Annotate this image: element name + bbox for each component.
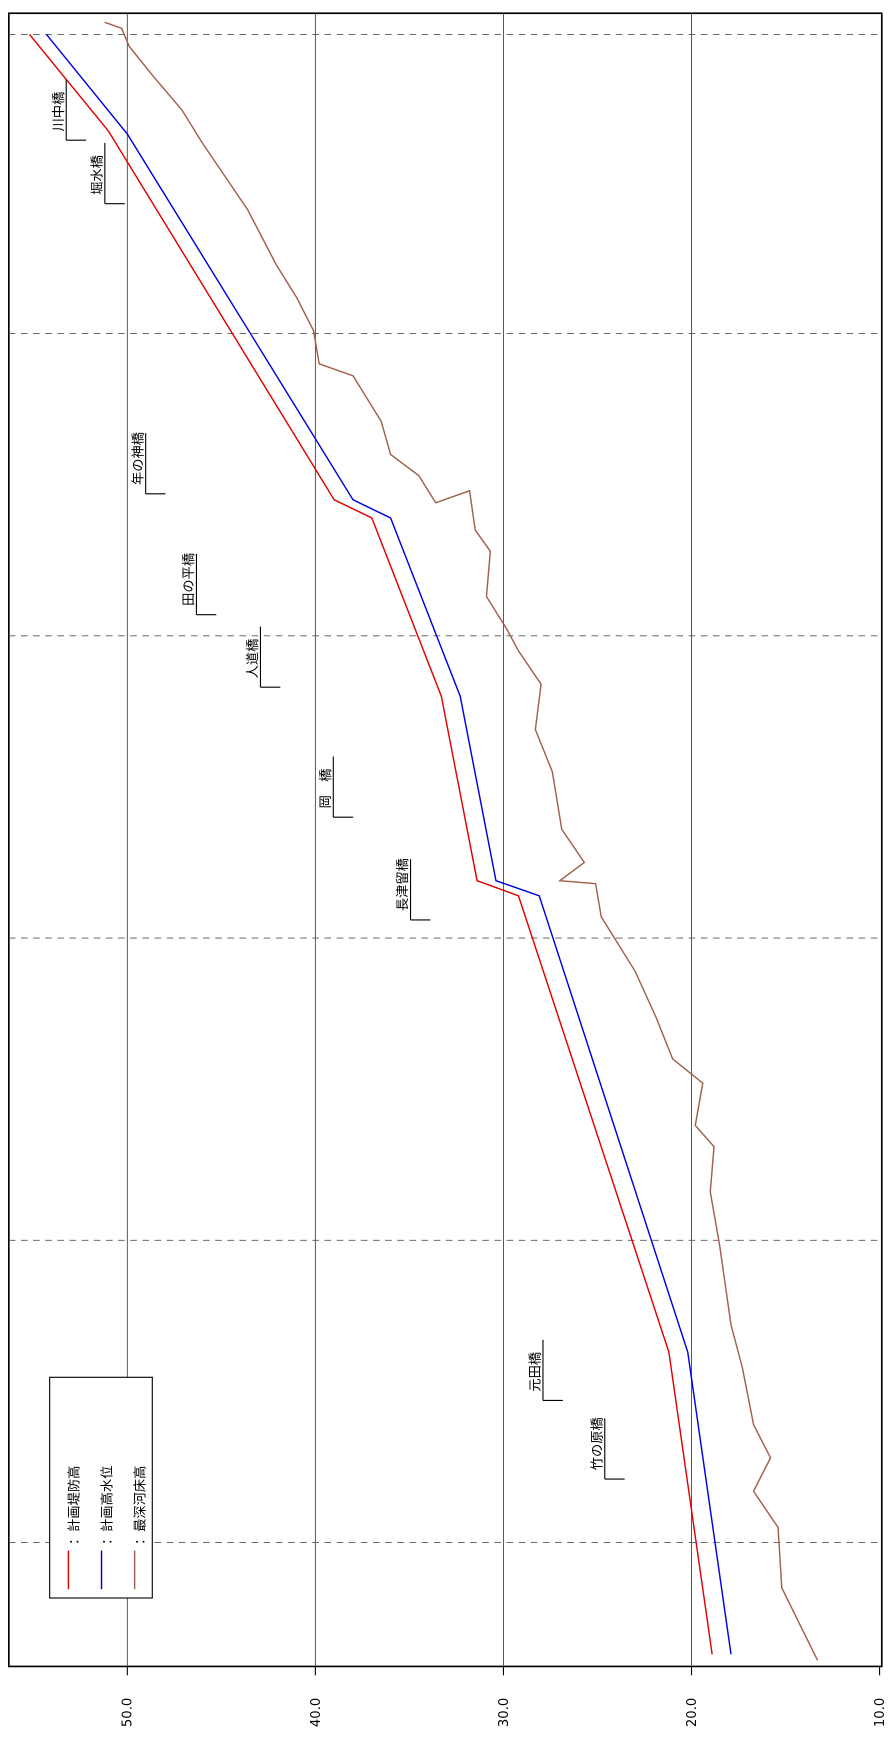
annotation: 岡 橋 [318, 769, 334, 809]
annotation: 川中橋 [51, 92, 67, 132]
y-tick-label: 30.0 [497, 1698, 512, 1727]
series-line [45, 33, 732, 1655]
legend-label: ：最深河床高 [132, 1466, 149, 1545]
annotation: 竹の原橋 [589, 1417, 605, 1470]
annotation: 田の平橋 [181, 553, 197, 606]
annotation: 堀水橋 [90, 155, 106, 195]
annotation: 長津留橋 [395, 858, 411, 911]
y-tick-label: 10.0 [873, 1698, 888, 1727]
legend-label: ：計画高水位 [98, 1466, 115, 1545]
annotation: 年の神橋 [130, 432, 146, 485]
legend-label: ：計画堤防高 [65, 1466, 82, 1545]
annotation: 元田橋 [528, 1352, 544, 1392]
annotation: 人道橋 [245, 639, 261, 679]
series-line [104, 21, 819, 1661]
y-tick-label: 20.0 [685, 1698, 700, 1727]
series-line [28, 33, 713, 1655]
y-tick-label: 40.0 [309, 1698, 324, 1727]
plot-frame [8, 12, 883, 1668]
y-tick-label: 50.0 [121, 1698, 136, 1727]
